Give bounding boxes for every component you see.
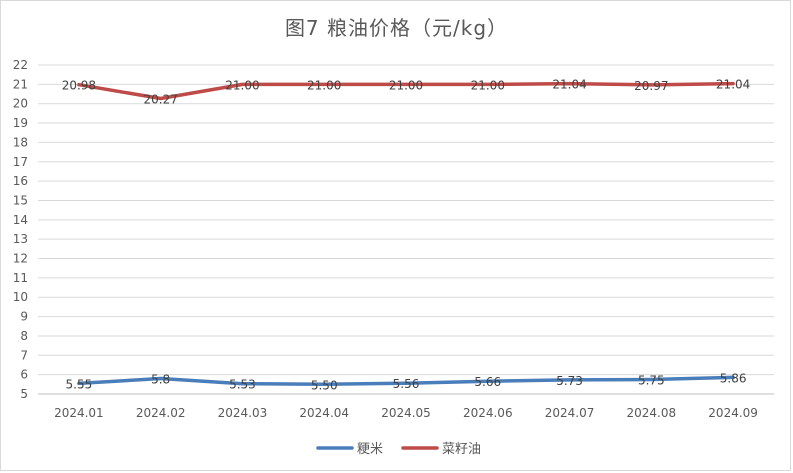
y-tick-label: 6 (20, 368, 28, 382)
y-tick-label: 10 (13, 290, 28, 304)
legend-label: 粳米 (357, 442, 383, 457)
x-tick-label: 2024.04 (299, 406, 349, 420)
data-label: 5.56 (393, 377, 420, 391)
y-tick-label: 7 (20, 348, 28, 362)
data-label: 20.98 (62, 79, 96, 93)
x-tick-label: 2024.02 (136, 406, 186, 420)
data-label: 5.86 (720, 371, 747, 385)
legend-label: 菜籽油 (442, 442, 481, 457)
x-tick-label: 2024.08 (627, 406, 677, 420)
y-tick-label: 9 (20, 310, 28, 324)
series-line-1 (77, 375, 735, 387)
y-tick-label: 22 (13, 58, 28, 72)
x-tick-label: 2024.09 (708, 406, 758, 420)
y-tick-label: 11 (13, 271, 28, 285)
y-tick-label: 17 (13, 155, 28, 169)
y-tick-label: 15 (13, 193, 28, 207)
y-tick-label: 13 (13, 232, 28, 246)
data-label: 20.97 (634, 79, 668, 93)
data-label: 21.00 (471, 78, 505, 92)
data-label: 5.53 (229, 378, 256, 392)
data-label: 20.27 (143, 92, 177, 106)
y-tick-label: 20 (13, 97, 28, 111)
y-tick-label: 21 (13, 77, 28, 91)
data-label: 5.73 (556, 374, 583, 388)
y-tick-label: 8 (20, 329, 28, 343)
data-label: 21.04 (552, 78, 586, 92)
x-tick-label: 2024.06 (463, 406, 513, 420)
y-tick-label: 18 (13, 135, 28, 149)
data-label: 5.50 (311, 378, 338, 392)
data-label: 21.00 (307, 78, 341, 92)
data-label: 21.04 (716, 78, 750, 92)
x-tick-label: 2024.01 (54, 406, 104, 420)
chart-title: 图7 粮油价格（元/kg） (284, 16, 509, 40)
y-tick-label: 14 (13, 213, 28, 227)
y-tick-label: 12 (13, 252, 28, 266)
x-tick-label: 2024.05 (381, 406, 431, 420)
data-label: 5.75 (638, 373, 665, 387)
data-label: 5.8 (151, 373, 170, 387)
x-tick-label: 2024.07 (545, 406, 595, 420)
y-tick-label: 19 (13, 116, 28, 130)
y-tick-label: 16 (13, 174, 28, 188)
data-label: 21.00 (225, 78, 259, 92)
y-tick-label: 5 (20, 387, 28, 401)
data-label: 5.55 (66, 377, 93, 391)
x-tick-label: 2024.03 (218, 406, 268, 420)
data-label: 21.00 (389, 78, 423, 92)
series-line-2 (77, 81, 735, 101)
data-label: 5.66 (474, 375, 501, 389)
